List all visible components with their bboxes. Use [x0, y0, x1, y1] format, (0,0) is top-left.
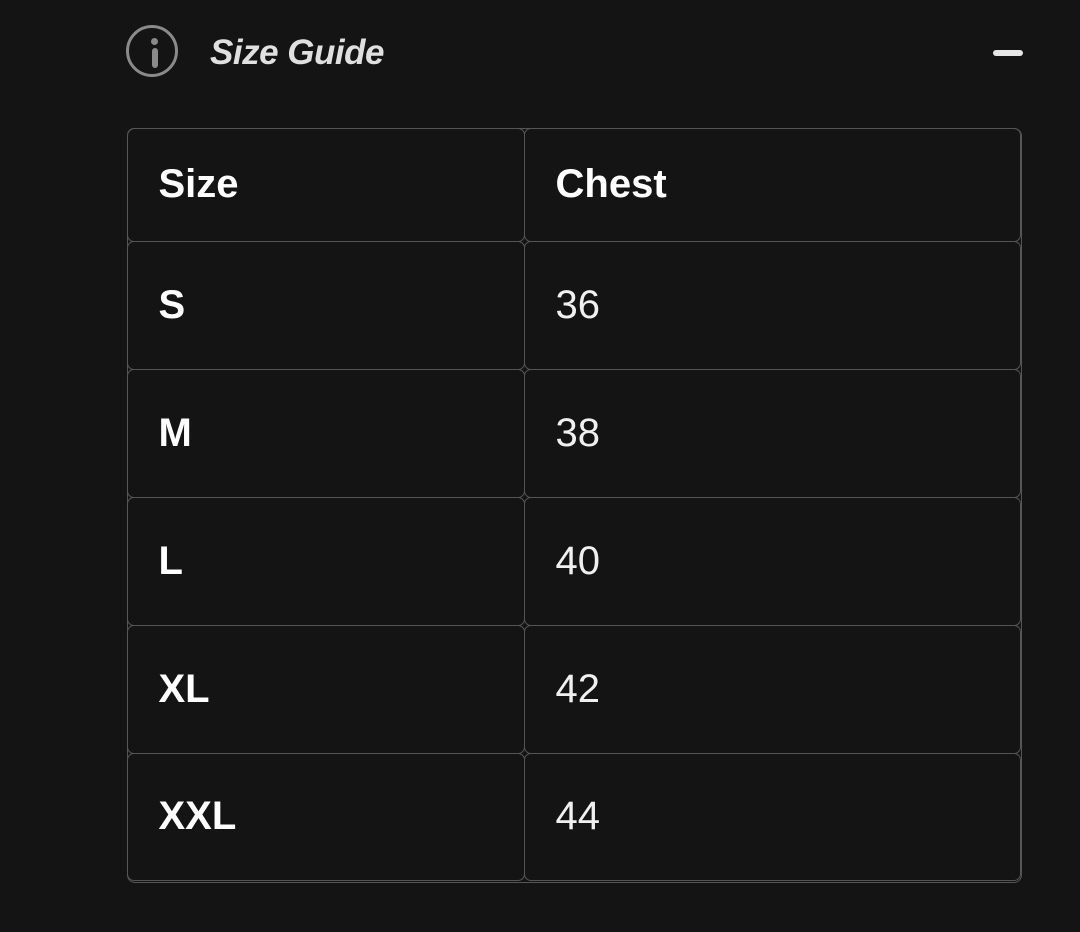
chest-cell: 36: [523, 240, 1021, 370]
size-cell: L: [126, 496, 525, 626]
column-header: Size: [126, 127, 525, 242]
size-guide-header[interactable]: Size Guide: [126, 25, 1024, 83]
size-cell: XXL: [126, 752, 525, 881]
chest-cell: 42: [523, 624, 1021, 754]
size-cell: M: [126, 368, 525, 498]
size-table: Size Chest S 36 M 38 L 40 XL 42 XXL 44: [126, 127, 1022, 883]
chest-cell: 44: [523, 752, 1021, 881]
info-circle-icon: [126, 25, 178, 77]
section-title: Size Guide: [210, 33, 384, 72]
size-cell: S: [126, 240, 525, 370]
chest-cell: 40: [523, 496, 1021, 626]
column-header: Chest: [523, 127, 1021, 242]
size-cell: XL: [126, 624, 525, 754]
collapse-minus-icon[interactable]: [993, 50, 1023, 56]
chest-cell: 38: [523, 368, 1021, 498]
